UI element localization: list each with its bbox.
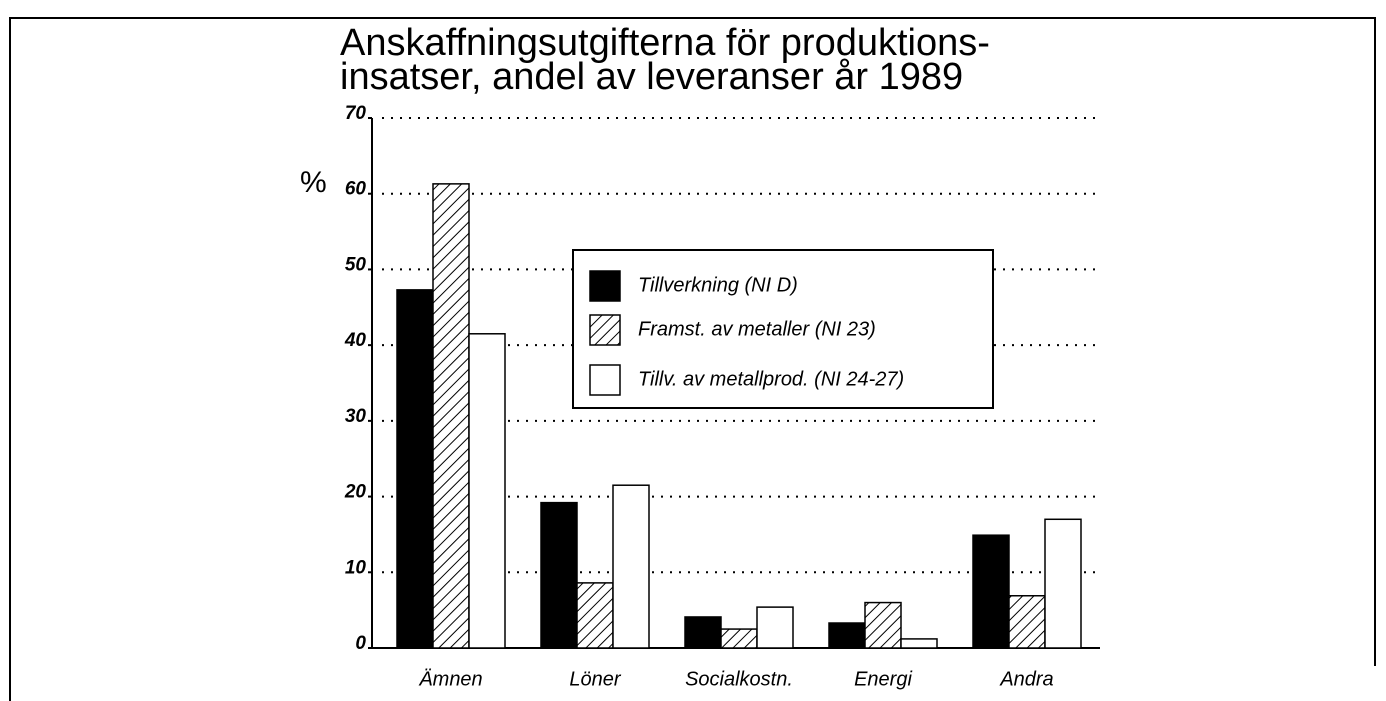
y-tick-label: 30 [345,406,367,427]
y-tick-label: 40 [344,330,367,351]
chart-title: insatser, andel av leveranser år 1989 [340,56,963,98]
bar [540,501,578,649]
y-tick-label: 70 [345,103,367,124]
x-tick-label: Energi [854,668,912,690]
bar [684,616,722,649]
x-tick-label: Ämnen [418,668,482,690]
frame [9,17,1376,701]
x-tick-label: Andra [999,668,1053,690]
y-tick-label: 20 [344,482,367,503]
legend-label: Tillv. av metallprod. (NI 24-27) [638,368,904,390]
y-tick-label: 10 [345,557,367,578]
legend-swatch [589,314,621,346]
y-tick-label: 0 [355,633,366,654]
bar [864,601,902,649]
legend-box [572,249,994,409]
x-tick-label: Löner [569,668,621,690]
bar [1008,595,1046,649]
bar [828,622,866,649]
bar [756,606,794,649]
bar [432,183,470,649]
y-axis-label: % [300,166,327,199]
legend-swatch [589,364,621,396]
legend-swatch [589,270,621,302]
bar [1044,518,1082,649]
bar [612,484,650,649]
y-tick-label: 60 [345,179,367,200]
bar [720,628,758,649]
chart-title: Anskaffningsutgifterna för produktions- [340,22,990,64]
legend-label: Framst. av metaller (NI 23) [638,318,876,340]
legend-label: Tillverkning (NI D) [638,274,798,296]
y-tick-label: 50 [345,254,367,275]
bar [900,638,938,649]
bar [576,582,614,649]
bar [396,289,434,649]
bar [972,534,1010,649]
bar [468,333,506,649]
x-tick-label: Socialkostn. [685,668,793,690]
